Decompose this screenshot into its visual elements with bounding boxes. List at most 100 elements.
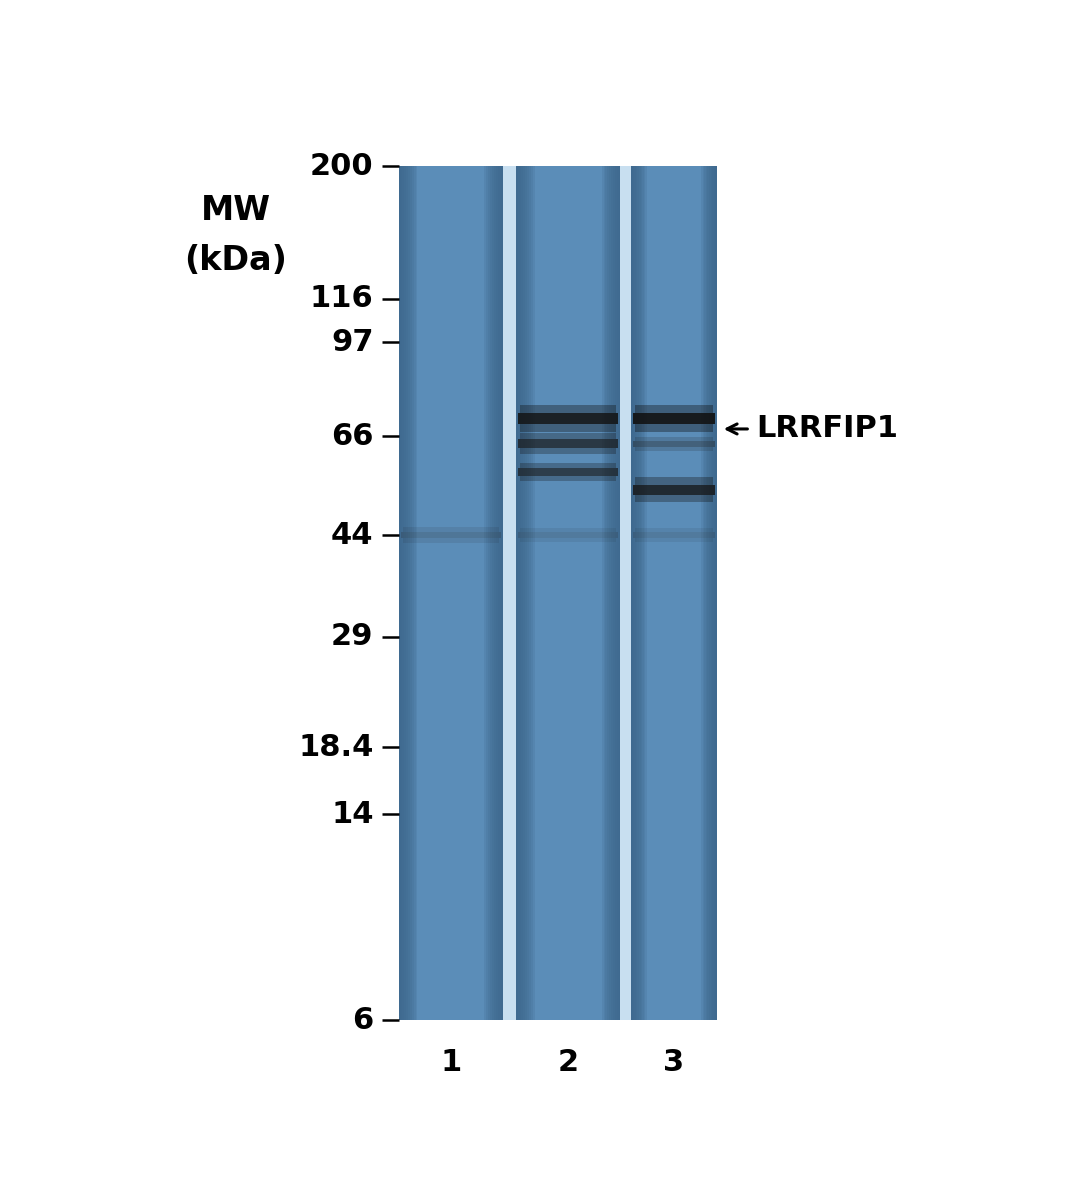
Bar <box>701 166 717 1020</box>
Bar <box>635 538 713 542</box>
Bar <box>632 166 717 1020</box>
Bar <box>635 424 713 432</box>
Bar <box>399 166 401 1020</box>
Bar <box>518 439 619 449</box>
Bar <box>521 476 617 481</box>
Bar <box>707 166 717 1020</box>
Bar <box>635 437 713 440</box>
Bar <box>632 166 644 1020</box>
Bar <box>611 166 620 1020</box>
Bar <box>516 166 522 1020</box>
Bar <box>516 166 620 1020</box>
Bar <box>521 433 617 439</box>
Bar <box>399 166 406 1020</box>
Bar <box>632 166 633 1020</box>
Bar <box>521 527 617 532</box>
Bar <box>635 538 713 542</box>
Bar <box>521 449 617 455</box>
Bar <box>521 424 617 432</box>
Bar <box>617 166 620 1020</box>
Bar <box>490 166 503 1020</box>
Bar <box>501 166 503 1020</box>
Bar <box>632 166 634 1020</box>
Bar <box>619 166 620 1020</box>
Bar <box>401 532 501 538</box>
Bar <box>516 166 524 1020</box>
Bar <box>521 538 617 542</box>
Text: (kDa): (kDa) <box>184 245 287 277</box>
Bar <box>635 406 713 413</box>
Bar <box>485 166 503 1020</box>
Bar <box>399 166 503 1020</box>
Bar <box>521 527 617 532</box>
Bar <box>492 166 503 1020</box>
Text: 3: 3 <box>663 1047 685 1077</box>
Bar <box>516 166 532 1020</box>
Bar <box>613 166 620 1020</box>
Text: 14: 14 <box>332 799 374 828</box>
Bar <box>632 166 643 1020</box>
Bar <box>635 527 713 532</box>
Bar <box>521 424 617 432</box>
Bar <box>635 527 713 532</box>
Bar <box>521 449 617 455</box>
Bar <box>635 477 713 484</box>
Bar <box>635 477 713 484</box>
Bar <box>518 468 619 476</box>
Bar <box>486 166 503 1020</box>
Bar <box>704 166 717 1020</box>
Text: 44: 44 <box>332 520 374 550</box>
Bar <box>635 446 713 451</box>
Bar <box>712 166 717 1020</box>
Bar <box>403 538 499 543</box>
Bar <box>521 463 617 468</box>
Bar <box>516 166 535 1020</box>
Bar <box>516 166 529 1020</box>
Bar <box>602 166 620 1020</box>
Bar <box>403 527 499 532</box>
Text: 1: 1 <box>441 1047 461 1077</box>
Bar <box>399 166 416 1020</box>
Bar <box>635 538 713 542</box>
Bar <box>496 166 503 1020</box>
Bar <box>635 495 713 502</box>
Bar <box>399 166 410 1020</box>
Bar <box>604 166 620 1020</box>
Bar <box>703 166 717 1020</box>
Bar <box>494 166 503 1020</box>
Bar <box>606 166 620 1020</box>
Bar <box>635 495 713 502</box>
Bar <box>503 166 516 1020</box>
Bar <box>521 424 617 432</box>
Bar <box>632 166 645 1020</box>
Text: 116: 116 <box>310 284 374 314</box>
Bar <box>615 166 620 1020</box>
Bar <box>521 476 617 481</box>
Bar <box>635 446 713 451</box>
Bar <box>399 166 418 1020</box>
Bar <box>635 495 713 502</box>
Bar <box>518 532 619 538</box>
Bar <box>399 166 411 1020</box>
Bar <box>635 406 713 413</box>
Text: LRRFIP1: LRRFIP1 <box>756 414 899 444</box>
Bar <box>633 532 715 538</box>
Bar <box>403 538 499 543</box>
Bar <box>607 166 620 1020</box>
Bar <box>521 476 617 481</box>
Bar <box>521 433 617 439</box>
Text: 200: 200 <box>310 152 374 180</box>
Bar <box>518 413 619 424</box>
Bar <box>399 166 414 1020</box>
Bar <box>521 406 617 413</box>
Bar <box>706 166 717 1020</box>
Bar <box>521 406 617 413</box>
Bar <box>516 166 517 1020</box>
Bar <box>609 166 620 1020</box>
Bar <box>516 166 525 1020</box>
Text: 97: 97 <box>332 328 374 357</box>
Text: MW: MW <box>201 193 270 227</box>
Bar <box>403 538 499 543</box>
Bar <box>521 449 617 455</box>
Bar <box>399 166 408 1020</box>
